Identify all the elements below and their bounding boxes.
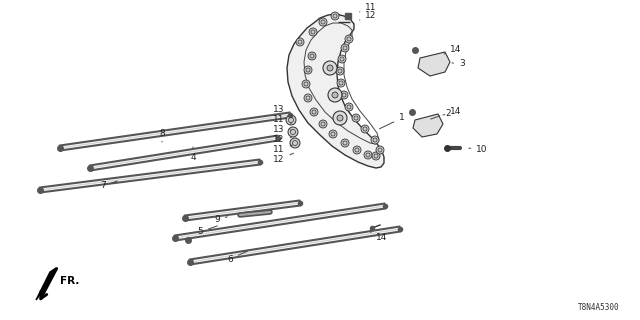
Circle shape xyxy=(353,146,361,154)
Circle shape xyxy=(304,66,312,74)
Circle shape xyxy=(309,28,317,36)
Text: 14: 14 xyxy=(371,232,388,243)
Circle shape xyxy=(308,52,316,60)
Circle shape xyxy=(338,55,346,63)
Text: 14: 14 xyxy=(443,108,461,116)
Circle shape xyxy=(341,139,349,147)
Circle shape xyxy=(337,79,345,87)
Circle shape xyxy=(337,115,343,121)
Circle shape xyxy=(286,115,296,125)
Text: T8N4A5300: T8N4A5300 xyxy=(579,303,620,312)
Text: 12: 12 xyxy=(273,135,291,145)
Circle shape xyxy=(372,152,380,160)
Text: 13: 13 xyxy=(273,106,291,116)
Circle shape xyxy=(296,38,304,46)
Circle shape xyxy=(345,103,353,111)
Polygon shape xyxy=(413,114,443,137)
Text: 8: 8 xyxy=(159,130,165,142)
Circle shape xyxy=(332,92,338,98)
Circle shape xyxy=(340,91,348,99)
Circle shape xyxy=(288,127,298,137)
Circle shape xyxy=(327,65,333,71)
Text: 12: 12 xyxy=(273,153,294,164)
Text: 11: 11 xyxy=(273,116,291,124)
Circle shape xyxy=(302,80,310,88)
Circle shape xyxy=(319,120,327,128)
Text: 5: 5 xyxy=(197,226,218,236)
Polygon shape xyxy=(418,52,450,76)
Circle shape xyxy=(352,114,360,122)
Text: 3: 3 xyxy=(452,59,465,68)
Circle shape xyxy=(329,130,337,138)
Circle shape xyxy=(336,67,344,75)
Circle shape xyxy=(331,12,339,20)
Text: 6: 6 xyxy=(227,251,248,263)
Text: 9: 9 xyxy=(214,215,227,225)
Text: 14: 14 xyxy=(444,45,461,54)
Text: 1: 1 xyxy=(380,114,405,129)
Circle shape xyxy=(319,18,327,26)
Text: 4: 4 xyxy=(190,147,196,163)
Circle shape xyxy=(304,94,312,102)
Text: 2: 2 xyxy=(431,108,451,119)
Text: 7: 7 xyxy=(100,181,117,190)
Polygon shape xyxy=(287,14,384,168)
Circle shape xyxy=(364,151,372,159)
Circle shape xyxy=(333,111,347,125)
Circle shape xyxy=(371,136,379,144)
Circle shape xyxy=(290,138,300,148)
Circle shape xyxy=(341,44,349,52)
Text: 13: 13 xyxy=(273,125,291,134)
Text: 11: 11 xyxy=(360,3,377,12)
Polygon shape xyxy=(36,268,56,300)
Circle shape xyxy=(345,35,353,43)
Text: FR.: FR. xyxy=(60,276,79,286)
Circle shape xyxy=(328,88,342,102)
Text: 11: 11 xyxy=(273,145,292,155)
Circle shape xyxy=(310,108,318,116)
Circle shape xyxy=(376,146,384,154)
Circle shape xyxy=(361,125,369,133)
Text: 12: 12 xyxy=(360,12,377,20)
Text: 10: 10 xyxy=(468,145,488,154)
Circle shape xyxy=(323,61,337,75)
